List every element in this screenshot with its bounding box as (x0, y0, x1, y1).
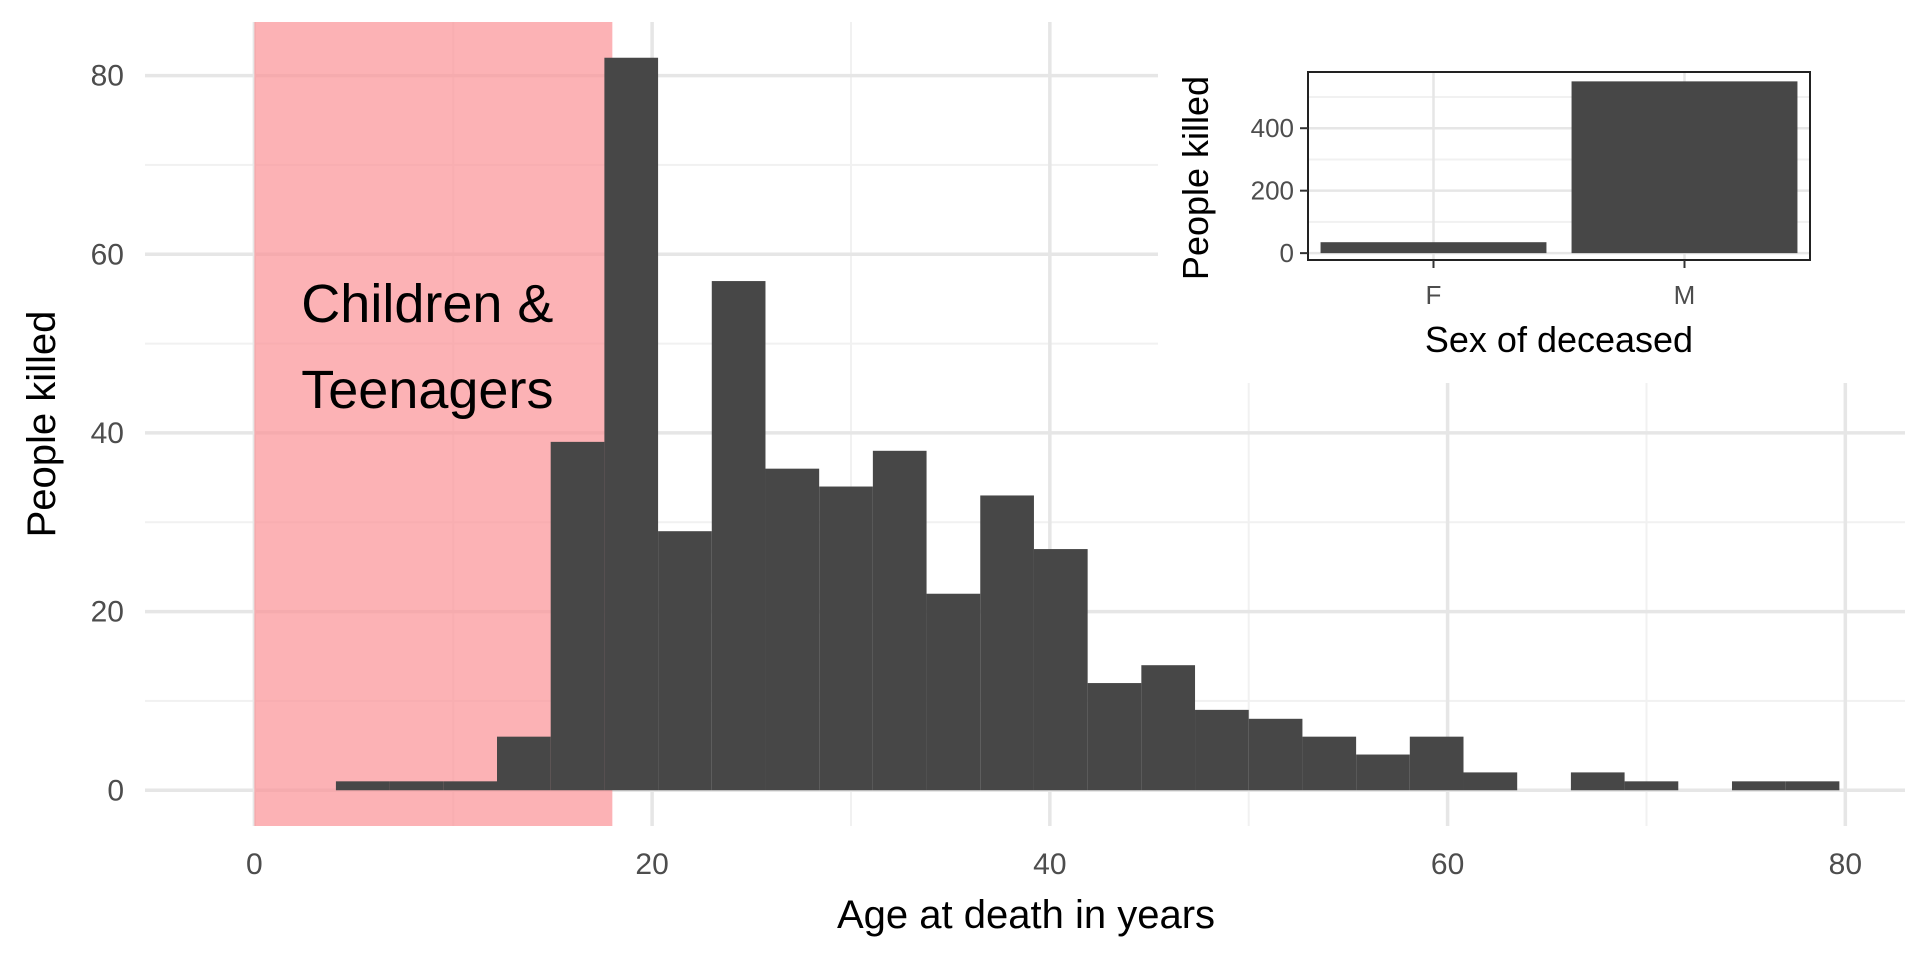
histogram-bar (1463, 772, 1518, 791)
inset-bar-M (1571, 81, 1798, 254)
x-tick-label: 20 (635, 848, 668, 881)
y-tick-label: 40 (91, 417, 124, 450)
inset-chart: 0 200 400 F M Sex of deceased People killed (1158, 18, 1908, 383)
x-tick-label: 80 (1829, 848, 1862, 881)
histogram-bar (1033, 549, 1088, 791)
histogram-bar (872, 450, 927, 791)
x-tick-label: 0 (246, 848, 263, 881)
histogram-bar (819, 486, 873, 791)
histogram-bar (658, 531, 712, 791)
inset-y-tick-label: 200 (1251, 176, 1294, 206)
histogram-bar (604, 57, 659, 791)
histogram-bar (1570, 772, 1625, 791)
y-tick-label: 0 (107, 774, 124, 807)
histogram-bar (389, 781, 444, 791)
histogram-bar (711, 281, 766, 791)
histogram-bar (980, 495, 1034, 791)
histogram-bar (1409, 736, 1464, 791)
histogram-bar (550, 441, 605, 791)
inset-y-tick-label: 0 (1280, 238, 1294, 268)
x-tick-label: 60 (1431, 848, 1464, 881)
inset-frame (1307, 71, 1811, 261)
histogram-bar (1785, 781, 1840, 791)
inset-y-axis-title: People killed (1175, 76, 1216, 280)
x-axis-title: Age at death in years (837, 893, 1215, 937)
y-tick-label: 20 (91, 596, 124, 629)
inset-x-axis-title: Sex of deceased (1425, 319, 1693, 360)
histogram-bar (1731, 781, 1786, 791)
histogram-bar (926, 593, 981, 791)
inset-bar-F (1320, 242, 1547, 254)
histogram-bar (1356, 754, 1410, 791)
y-tick-label: 60 (91, 238, 124, 271)
region-annotation: Children & Teenagers (301, 274, 553, 420)
histogram-bar (497, 736, 551, 791)
histogram-bar (1248, 718, 1303, 791)
histogram-bar (1624, 781, 1679, 791)
histogram-bar (1195, 709, 1249, 791)
histogram-bar (443, 781, 497, 791)
x-tick-label: 40 (1033, 848, 1066, 881)
inset-x-tick-label: F (1426, 280, 1442, 310)
histogram-bar (765, 468, 820, 791)
annotation-line-1: Children & (301, 274, 553, 334)
histogram-bar (335, 781, 390, 791)
annotation-line-2: Teenagers (301, 360, 553, 420)
inset-y-tick-label: 400 (1251, 113, 1294, 143)
inset-x-tick-label: M (1674, 280, 1696, 310)
main-axis-labels: 0 20 40 60 80 0 20 40 60 80 Age at death in years P… (20, 60, 1862, 937)
histogram-bars (335, 57, 1840, 791)
y-axis-title: People killed (20, 311, 64, 538)
histogram-bar (1302, 736, 1357, 791)
histogram-bar (1087, 683, 1142, 791)
y-tick-label: 80 (91, 60, 124, 93)
histogram-bar (1141, 665, 1196, 791)
